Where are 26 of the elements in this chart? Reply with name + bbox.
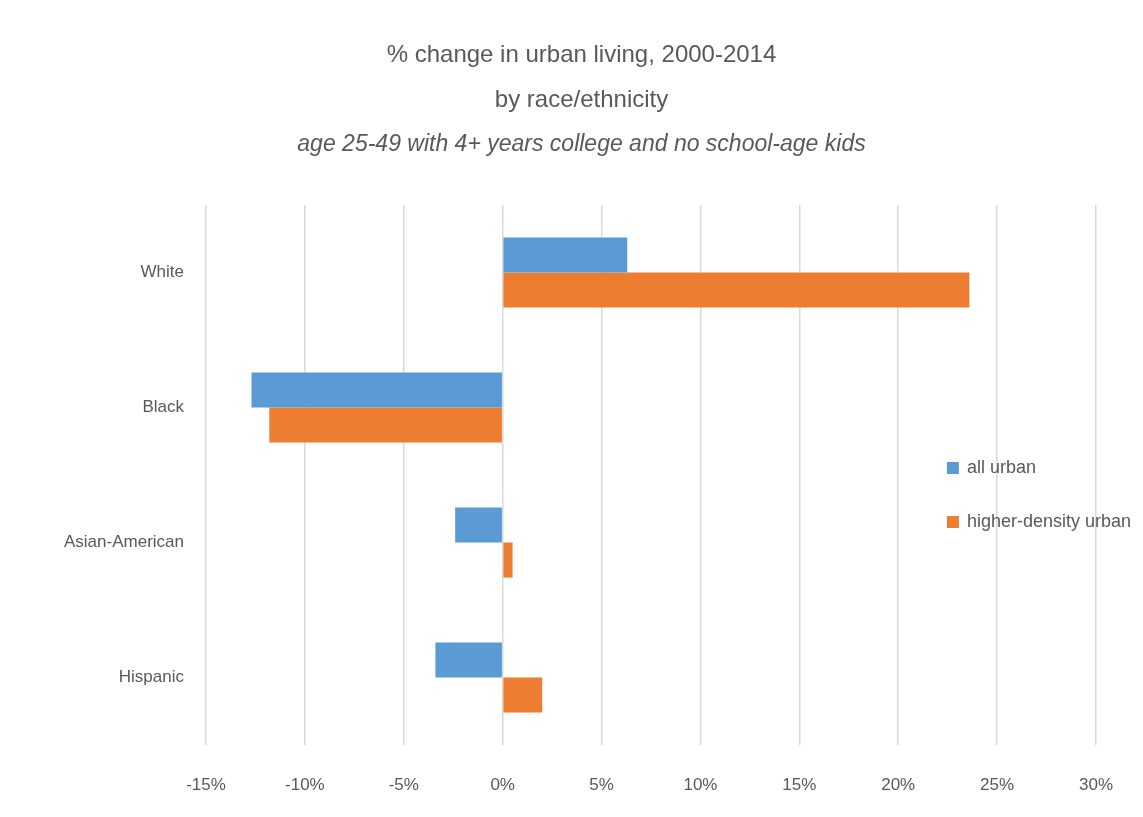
bar bbox=[503, 542, 513, 578]
y-tick-label: White bbox=[140, 262, 184, 282]
bar bbox=[435, 642, 502, 678]
x-tick-label: 25% bbox=[980, 774, 1015, 794]
bar bbox=[455, 507, 502, 543]
x-tick-label: -15% bbox=[186, 774, 226, 794]
bar bbox=[251, 372, 502, 408]
x-tick-label: 20% bbox=[881, 774, 916, 794]
legend-label: higher-density urban bbox=[966, 510, 1132, 531]
x-tick-label: 5% bbox=[589, 774, 614, 794]
x-tick-label: 30% bbox=[1078, 774, 1113, 794]
chart-title: % change in urban living, 2000-2014 by race/ethnicity bbox=[386, 39, 777, 112]
y-tick-label: Asian-American bbox=[64, 532, 184, 552]
bar bbox=[503, 677, 543, 713]
bar bbox=[503, 272, 970, 308]
x-tick-label: 15% bbox=[782, 774, 817, 794]
x-tick-label: 0% bbox=[490, 774, 515, 794]
legend-label: all urban bbox=[966, 456, 1036, 477]
y-tick-label: Black bbox=[142, 397, 185, 417]
y-tick-label: Hispanic bbox=[118, 667, 185, 687]
bar bbox=[269, 407, 502, 443]
x-tick-label: 10% bbox=[683, 774, 718, 794]
bar bbox=[503, 237, 628, 273]
x-tick-label: -10% bbox=[285, 774, 325, 794]
x-tick-label: -5% bbox=[388, 774, 419, 794]
chart-subtitle: age 25-49 with 4+ years college and no school-age kids bbox=[297, 130, 867, 157]
